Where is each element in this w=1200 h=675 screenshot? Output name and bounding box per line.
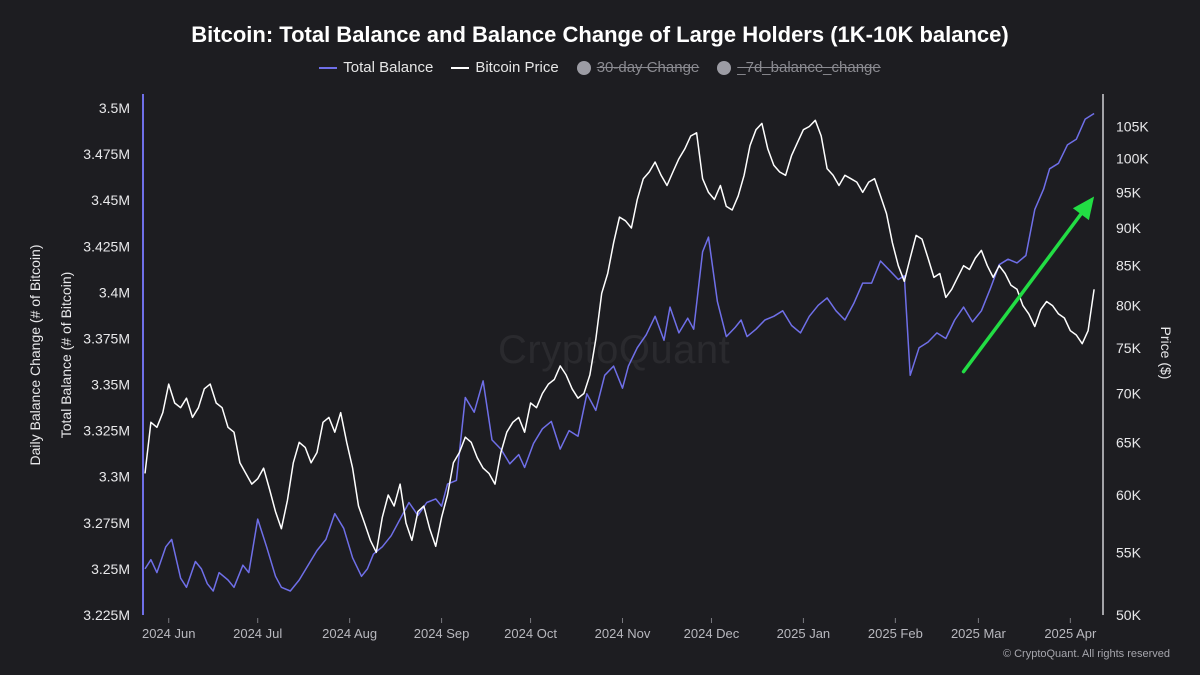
right-tick-label: 80K bbox=[1116, 298, 1142, 314]
chart-title: Bitcoin: Total Balance and Balance Chang… bbox=[191, 22, 1009, 47]
left-tick-label: 3.225M bbox=[83, 607, 130, 623]
trend-arrow-shaft bbox=[961, 212, 1083, 374]
right-tick-label: 90K bbox=[1116, 220, 1142, 236]
x-tick-label: 2025 Mar bbox=[951, 626, 1007, 641]
left-tick-label: 3.425M bbox=[83, 238, 130, 254]
left-tick-label: 3.25M bbox=[91, 561, 130, 577]
legend-item-total-balance[interactable]: Total Balance bbox=[319, 59, 433, 76]
right-tick-label: 55K bbox=[1116, 544, 1142, 560]
trend-arrow-head bbox=[1072, 196, 1095, 221]
total-balance-line bbox=[144, 112, 1095, 592]
x-tick-label: 2024 Sep bbox=[414, 626, 470, 641]
x-tick-label: 2024 Jul bbox=[233, 626, 282, 641]
right-tick-label: 50K bbox=[1116, 607, 1142, 623]
right-tick-label: 60K bbox=[1116, 487, 1142, 503]
left-tick-label: 3.4M bbox=[99, 284, 130, 300]
left-tick-label: 3.475M bbox=[83, 146, 130, 162]
bitcoin-price-line bbox=[144, 119, 1095, 554]
legend-label: Bitcoin Price bbox=[475, 59, 559, 76]
left-tick-label: 3.35M bbox=[91, 377, 130, 393]
right-axis-label: Price ($) bbox=[1158, 327, 1174, 380]
x-tick-label: 2024 Jun bbox=[142, 626, 196, 641]
left-tick-label: 3.275M bbox=[83, 515, 130, 531]
right-tick-label: 85K bbox=[1116, 258, 1142, 274]
x-tick-label: 2025 Apr bbox=[1044, 626, 1097, 641]
legend-label: _7d_balance_change bbox=[737, 59, 881, 76]
right-tick-label: 65K bbox=[1116, 434, 1142, 450]
right-tick-label: 105K bbox=[1116, 119, 1149, 135]
dot-icon bbox=[717, 60, 732, 75]
dot-icon bbox=[576, 60, 591, 75]
left-tick-label: 3.45M bbox=[91, 192, 130, 208]
right-tick-label: 70K bbox=[1116, 385, 1142, 401]
legend-label: 30-day Change bbox=[596, 59, 700, 76]
legend-label: Total Balance bbox=[343, 59, 434, 76]
x-tick-label: 2024 Nov bbox=[595, 626, 651, 641]
left-tick-label: 3.3M bbox=[99, 469, 130, 485]
legend: Total Balance Bitcoin Price 30-day Chang… bbox=[0, 59, 1200, 76]
right-tick-label: 95K bbox=[1116, 184, 1142, 200]
x-tick-label: 2025 Jan bbox=[777, 626, 831, 641]
left-tick-label: 3.375M bbox=[83, 330, 130, 346]
copyright: © CryptoQuant. All rights reserved bbox=[1002, 648, 1170, 660]
watermark: CryptoQuant bbox=[498, 328, 731, 372]
x-tick-label: 2024 Aug bbox=[322, 626, 377, 641]
right-tick-label: 100K bbox=[1116, 151, 1149, 167]
left-tick-label: 3.5M bbox=[99, 100, 130, 116]
left-axis-outer-label: Daily Balance Change (# of Bitcoin) bbox=[27, 244, 43, 465]
bitcoin-price-swatch bbox=[451, 66, 470, 69]
legend-item-bitcoin-price[interactable]: Bitcoin Price bbox=[451, 59, 559, 76]
right-tick-label: 75K bbox=[1116, 340, 1142, 356]
x-tick-label: 2024 Dec bbox=[684, 626, 740, 641]
x-tick-label: 2025 Feb bbox=[868, 626, 923, 641]
x-tick-label: 2024 Oct bbox=[504, 626, 557, 641]
left-tick-label: 3.325M bbox=[83, 423, 130, 439]
left-axis-label: Total Balance (# of Bitcoin) bbox=[58, 272, 74, 439]
legend-item-7d-balance-change[interactable]: _7d_balance_change bbox=[717, 59, 881, 76]
legend-item-30-day-change[interactable]: 30-day Change bbox=[576, 59, 700, 76]
total-balance-swatch bbox=[319, 66, 338, 69]
